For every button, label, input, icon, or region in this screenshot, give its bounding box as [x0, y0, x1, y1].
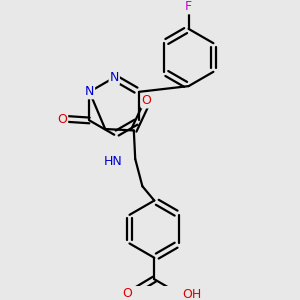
Text: F: F [185, 0, 192, 14]
Text: N: N [85, 85, 94, 98]
Text: HN: HN [103, 155, 122, 168]
Text: N: N [110, 71, 119, 84]
Text: O: O [142, 94, 152, 107]
Text: OH: OH [182, 288, 201, 300]
Text: O: O [122, 287, 132, 300]
Text: O: O [57, 112, 67, 125]
